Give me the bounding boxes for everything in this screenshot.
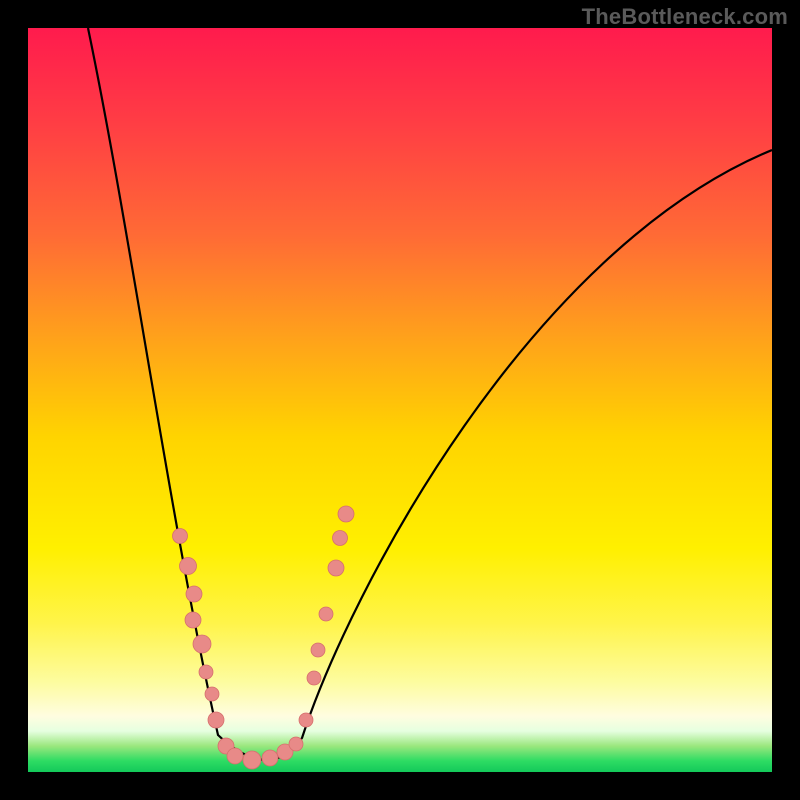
data-point — [243, 751, 261, 769]
data-point — [307, 671, 321, 685]
data-point — [289, 737, 303, 751]
data-point — [185, 612, 201, 628]
data-point — [299, 713, 313, 727]
data-point — [180, 558, 197, 575]
data-point — [319, 607, 333, 621]
data-point — [199, 665, 213, 679]
watermark-text: TheBottleneck.com — [582, 4, 788, 30]
data-point — [173, 529, 188, 544]
data-point — [205, 687, 219, 701]
data-point — [328, 560, 344, 576]
data-point — [208, 712, 224, 728]
data-point — [186, 586, 202, 602]
data-point — [311, 643, 325, 657]
data-point — [338, 506, 354, 522]
chart-frame: TheBottleneck.com — [0, 0, 800, 800]
data-point — [193, 635, 211, 653]
data-point — [333, 531, 348, 546]
data-point — [227, 748, 243, 764]
data-point — [262, 750, 278, 766]
bottleneck-curve-chart — [0, 0, 800, 800]
